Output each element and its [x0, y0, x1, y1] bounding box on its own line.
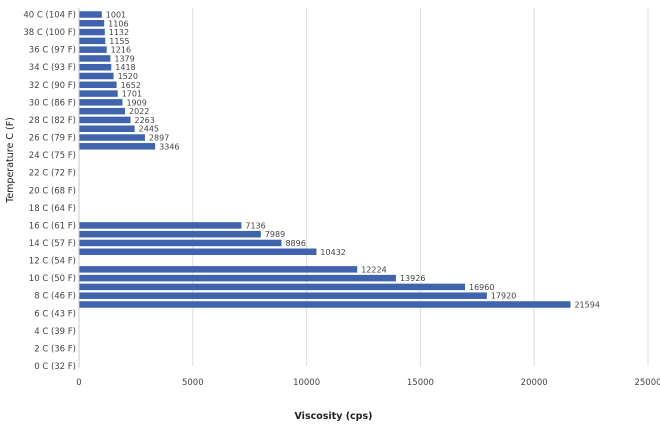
x-tick-label: 25000: [634, 378, 660, 388]
bar: [79, 37, 106, 45]
bar-value-label: 17920: [491, 292, 516, 301]
bar: [79, 239, 282, 247]
y-tick-label: 0 C (32 F): [34, 362, 76, 372]
bar-value-label: 13926: [400, 274, 425, 283]
bar-value-label: 3346: [159, 142, 179, 151]
bar: [79, 90, 118, 97]
bar: [79, 301, 571, 308]
bar: [79, 222, 242, 229]
bar-value-label: 1520: [118, 72, 138, 81]
y-tick-label: 4 C (39 F): [34, 327, 76, 337]
bar: [79, 125, 135, 132]
x-axis-title: Viscosity (cps): [295, 411, 373, 422]
y-tick-label: 34 C (93 F): [29, 63, 76, 73]
bar: [79, 63, 112, 71]
y-tick-label: 10 C (50 F): [29, 274, 76, 284]
bar-value-label: 1379: [114, 54, 134, 63]
bar: [79, 274, 396, 282]
bar-series: [79, 11, 571, 308]
bar: [79, 230, 261, 238]
bar-value-label: 2897: [149, 134, 169, 143]
bar-value-label: 1216: [111, 46, 131, 55]
y-tick-label: 8 C (46 F): [34, 292, 76, 302]
y-tick-label: 6 C (43 F): [34, 309, 76, 319]
y-tick-label: 12 C (54 F): [29, 257, 76, 267]
bar-value-label: 2445: [139, 125, 159, 134]
bar-value-label: 7136: [245, 221, 265, 230]
bar: [79, 99, 123, 106]
bar-value-label: 1132: [109, 28, 129, 37]
bar-value-label: 1418: [115, 63, 135, 72]
bar-value-label: 8896: [285, 239, 305, 248]
bar-value-label: 7989: [265, 230, 285, 239]
x-axis-tick-labels: 0 5000 10000 15000 20000 25000: [76, 378, 660, 388]
bar-value-label: 1155: [109, 37, 129, 46]
x-tick-label: 5000: [182, 378, 204, 388]
x-tick-label: 15000: [407, 378, 434, 388]
y-tick-label: 22 C (72 F): [29, 169, 76, 179]
bar: [79, 143, 156, 150]
bar: [79, 46, 107, 53]
bar: [79, 248, 317, 256]
bar-value-label: 12224: [361, 265, 386, 274]
y-axis-tick-labels: 0 C (32 F) 2 C (36 F) 4 C (39 F) 6 C (43 F)…: [23, 11, 76, 373]
x-tick-label: 10000: [293, 378, 320, 388]
bar: [79, 81, 117, 89]
bar-value-label: 2263: [135, 116, 155, 125]
bar-value-label: 16960: [469, 283, 494, 292]
bar-value-label: 21594: [574, 300, 599, 309]
x-tick-label: 0: [76, 378, 81, 388]
bar: [79, 266, 358, 273]
y-tick-label: 36 C (97 F): [29, 46, 76, 56]
bar-value-label: 1909: [126, 98, 146, 107]
bar-value-label: 1652: [121, 81, 141, 90]
bar: [79, 283, 466, 291]
y-tick-label: 32 C (90 F): [29, 81, 76, 91]
bar-value-label: 10432: [320, 248, 345, 257]
x-tick-label: 20000: [521, 378, 548, 388]
bar-value-label: 2022: [129, 107, 149, 116]
y-tick-label: 16 C (61 F): [29, 221, 76, 231]
y-tick-label: 14 C (57 F): [29, 239, 76, 249]
bar-value-label: 1701: [122, 90, 142, 99]
bar: [79, 134, 145, 141]
y-tick-label: 40 C (104 F): [23, 11, 76, 21]
bar: [79, 20, 105, 27]
y-axis-title: Temperature C (F): [5, 117, 16, 204]
y-tick-label: 24 C (75 F): [29, 151, 76, 161]
y-tick-label: 28 C (82 F): [29, 116, 76, 126]
bar-value-label: 1001: [106, 11, 126, 20]
y-tick-label: 18 C (64 F): [29, 204, 76, 214]
grid-lines: [192, 8, 649, 366]
y-tick-label: 38 C (100 F): [23, 28, 76, 38]
bar: [79, 107, 126, 115]
bar: [79, 292, 487, 299]
y-tick-label: 2 C (36 F): [34, 344, 76, 354]
bar: [79, 28, 105, 36]
bar-value-label: 1106: [108, 19, 128, 28]
bar: [79, 72, 114, 80]
y-tick-label: 20 C (68 F): [29, 186, 76, 196]
bar: [79, 11, 102, 18]
y-tick-label: 26 C (79 F): [29, 134, 76, 144]
bar: [79, 116, 131, 124]
y-tick-label: 30 C (86 F): [29, 98, 76, 108]
bar: [79, 55, 111, 62]
